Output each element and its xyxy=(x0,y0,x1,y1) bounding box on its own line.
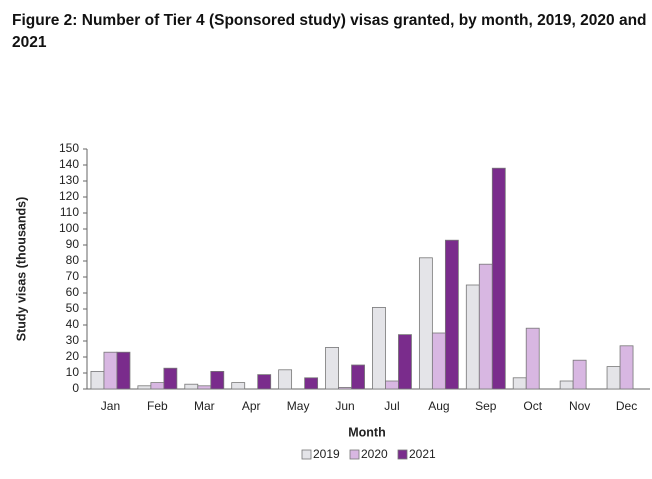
bar xyxy=(90,370,105,390)
bar xyxy=(325,346,339,390)
bar xyxy=(163,367,178,390)
y-tick-label: 110 xyxy=(60,205,79,219)
x-tick-label: Jun xyxy=(335,399,354,413)
bar xyxy=(491,167,506,390)
bar xyxy=(304,377,319,390)
x-tick-label: Dec xyxy=(616,399,637,413)
y-tick-label: 140 xyxy=(59,157,79,171)
y-tick-label: 40 xyxy=(66,317,80,331)
y-tick-label: 20 xyxy=(66,349,80,363)
y-tick-label: 10 xyxy=(66,365,80,379)
bar xyxy=(197,385,212,390)
bar xyxy=(398,334,412,390)
bar xyxy=(619,345,634,390)
x-tick-label: Oct xyxy=(523,399,542,413)
legend-swatch xyxy=(397,449,408,460)
bar xyxy=(559,380,574,390)
bar xyxy=(525,327,540,390)
y-tick-label: 130 xyxy=(59,173,79,187)
bar xyxy=(418,257,433,390)
x-tick-label: Apr xyxy=(242,399,261,413)
bar xyxy=(385,380,399,390)
legend-swatch xyxy=(301,449,312,460)
x-tick-label: Nov xyxy=(569,399,590,413)
bar xyxy=(150,382,165,390)
y-tick-label: 30 xyxy=(66,333,80,347)
x-tick-label: Jan xyxy=(101,399,120,413)
bar xyxy=(278,369,293,390)
bar xyxy=(444,239,459,390)
bar xyxy=(372,306,386,390)
bar xyxy=(103,351,118,390)
x-tick-label: Mar xyxy=(194,399,215,413)
x-tick-label: Sep xyxy=(475,399,497,413)
bar xyxy=(137,385,152,390)
x-tick-label: Aug xyxy=(428,399,449,413)
bar xyxy=(210,370,225,390)
bar xyxy=(116,351,131,390)
y-tick-label: 60 xyxy=(66,285,80,299)
bar xyxy=(351,364,365,390)
y-tick-label: 150 xyxy=(59,141,79,155)
legend-label: 2020 xyxy=(361,447,388,461)
x-tick-label: Feb xyxy=(147,399,168,413)
x-axis-label: Month xyxy=(348,425,385,439)
y-tick-label: 120 xyxy=(59,189,79,203)
bar xyxy=(184,383,199,390)
y-tick-label: 0 xyxy=(72,381,79,395)
bar xyxy=(512,377,527,390)
y-tick-label: 70 xyxy=(66,269,80,283)
chart-title: Figure 2: Number of Tier 4 (Sponsored st… xyxy=(12,12,647,51)
bar xyxy=(478,263,493,390)
legend-label: 2021 xyxy=(409,447,436,461)
legend-label: 2019 xyxy=(313,447,340,461)
bar xyxy=(606,366,621,390)
y-tick-label: 80 xyxy=(66,253,80,267)
y-tick-label: 90 xyxy=(66,237,80,251)
x-tick-label: May xyxy=(287,399,310,413)
bar xyxy=(338,386,352,390)
legend-swatch xyxy=(349,449,360,460)
bar xyxy=(572,359,587,390)
bar xyxy=(231,382,246,390)
bar xyxy=(465,284,480,390)
bar xyxy=(257,374,272,390)
x-tick-label: Jul xyxy=(384,399,399,413)
y-tick-label: 100 xyxy=(59,221,79,235)
bar xyxy=(431,332,446,390)
y-tick-label: 50 xyxy=(66,301,80,315)
y-axis-label: Study visas (thousands) xyxy=(14,197,28,341)
